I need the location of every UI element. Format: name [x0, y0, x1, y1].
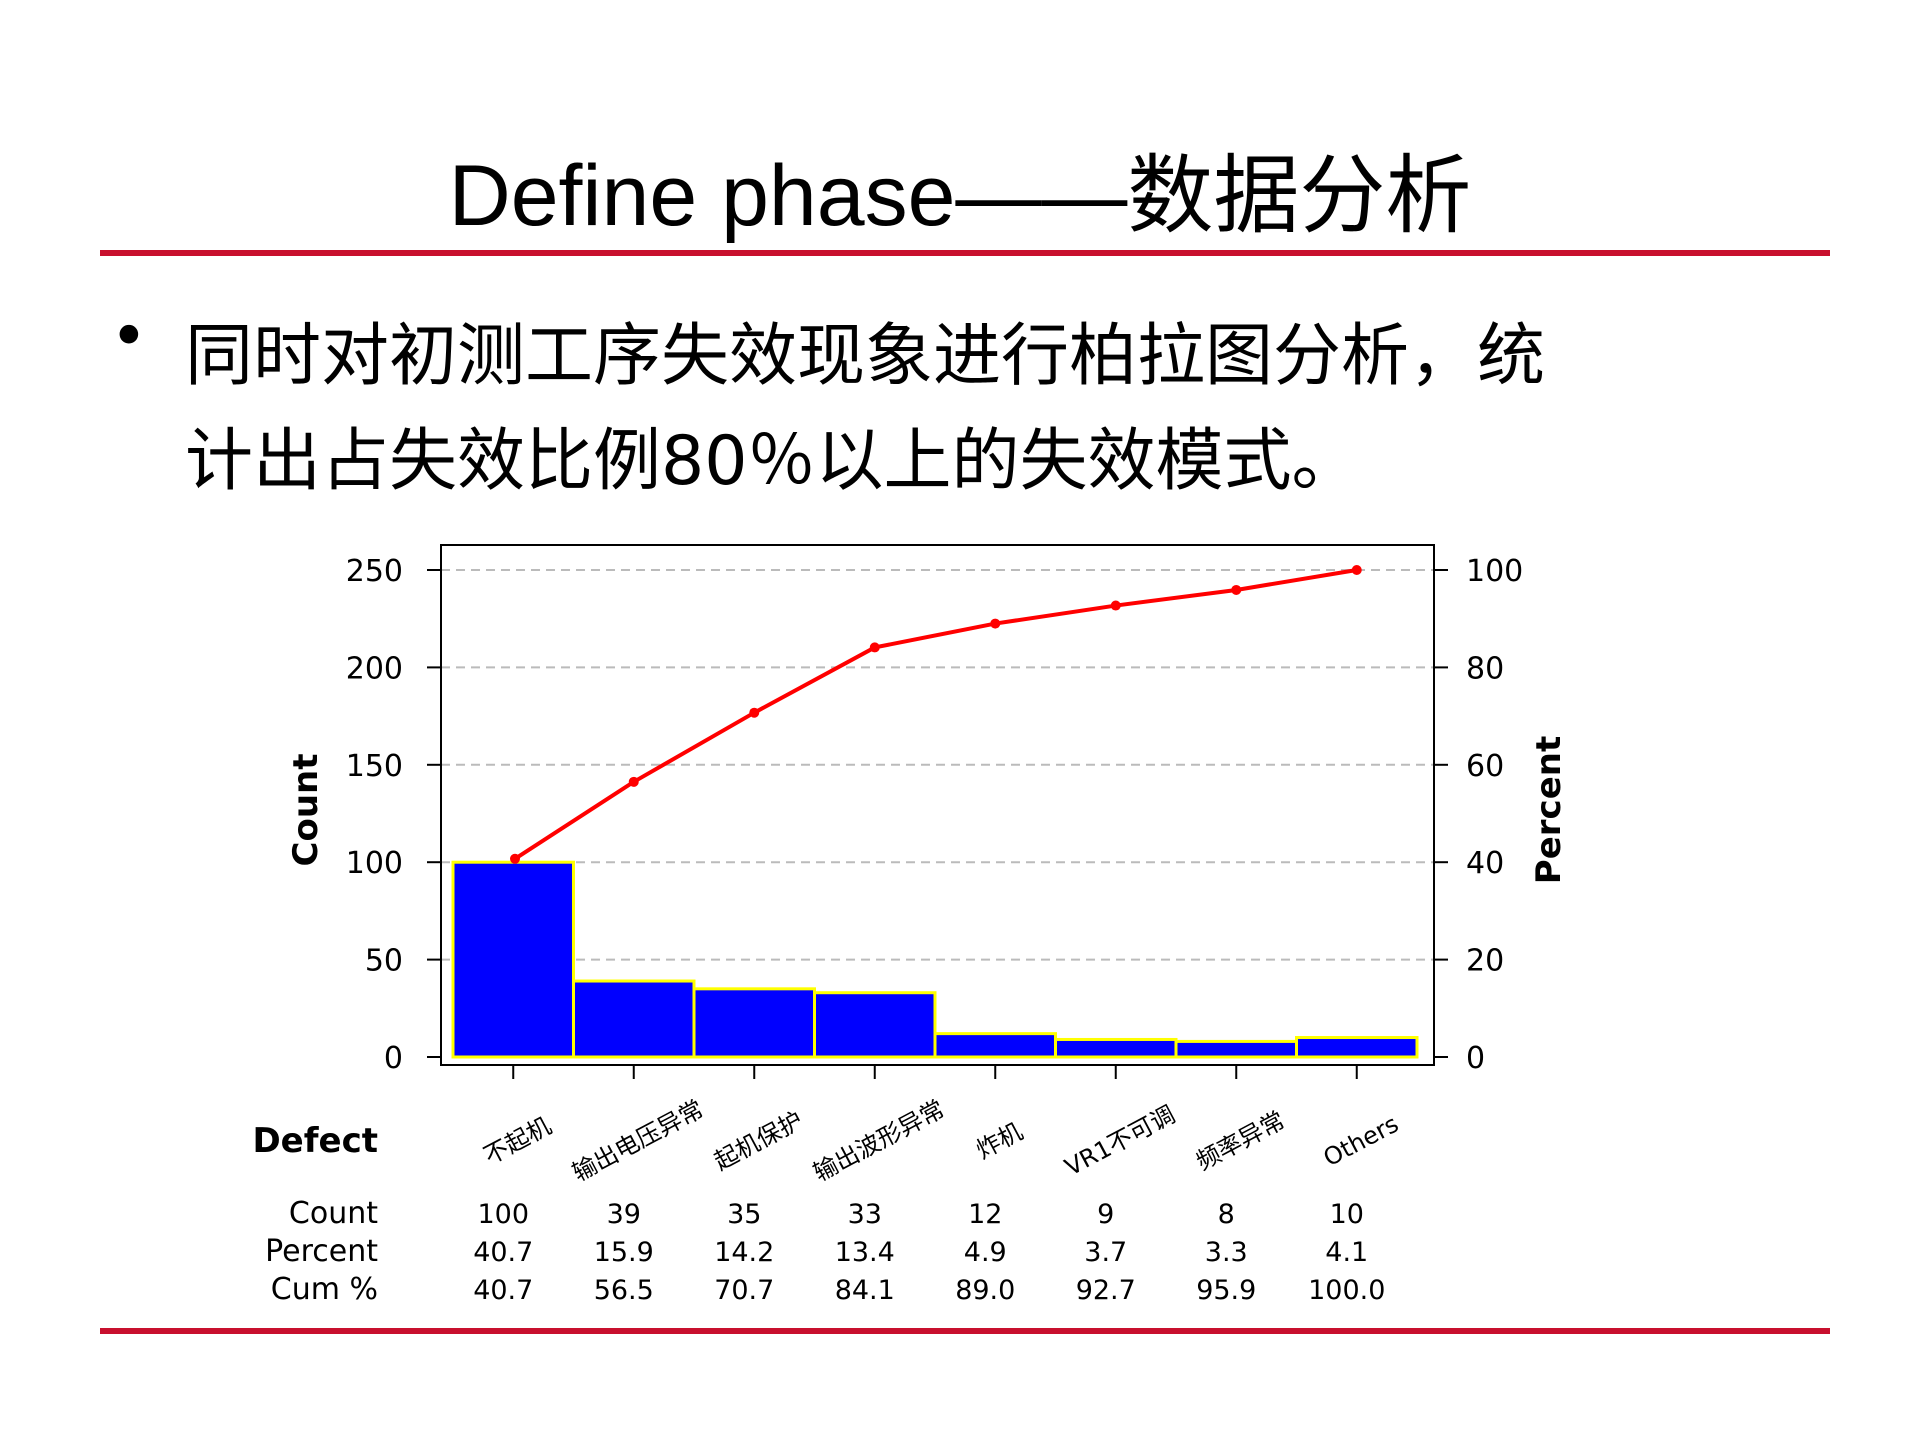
table-row-label: Cum % — [271, 1272, 378, 1307]
bar — [692, 987, 816, 1059]
category-labels: 不起机 输出电压异常 起机保护 输出波形异常 炸机 VR1不可调 频率异常 Others — [479, 1095, 1403, 1187]
bar — [1054, 1037, 1178, 1059]
cumulative-point — [749, 707, 760, 718]
y-tick-label: 0 — [384, 1041, 403, 1076]
table-cell: 56.5 — [594, 1275, 654, 1306]
table-row-label: Percent — [265, 1234, 378, 1269]
slide-title: Define phase——数据分析 — [448, 148, 1472, 244]
table-cell: 3.3 — [1205, 1237, 1248, 1268]
table-cell: 70.7 — [714, 1275, 774, 1306]
table-cell: 39 — [607, 1199, 641, 1230]
table-cell: 33 — [848, 1199, 882, 1230]
table-cell: 3.7 — [1084, 1237, 1127, 1268]
table-cell: 8 — [1218, 1199, 1235, 1230]
bar — [1174, 1039, 1298, 1059]
bar — [813, 991, 937, 1059]
y2-tick-label: 80 — [1466, 651, 1504, 686]
table-cell: 40.7 — [473, 1275, 533, 1306]
table-cell: 35 — [727, 1199, 761, 1230]
title-divider — [100, 250, 1830, 256]
table-cell: 14.2 — [714, 1237, 774, 1268]
bar — [451, 860, 575, 1059]
y2-tick-label: 60 — [1466, 749, 1504, 784]
y2-tick-label: 100 — [1466, 554, 1523, 589]
category-label: Others — [1319, 1110, 1403, 1173]
bullet-dot: • — [110, 300, 148, 374]
table-cell: 89.0 — [955, 1275, 1015, 1306]
cumulative-point — [628, 776, 639, 787]
y-tick-label: 100 — [346, 846, 403, 881]
y-tick-label: 50 — [365, 944, 403, 979]
y-tick-label: 250 — [346, 554, 403, 589]
axes: 0 50 100 150 200 250 0 20 40 60 80 100 — [346, 554, 1523, 1079]
table-cell: 4.1 — [1325, 1237, 1368, 1268]
y2-axis-label: Percent — [1529, 736, 1569, 884]
cumulative-point — [1231, 584, 1242, 595]
bar — [1295, 1036, 1419, 1059]
category-label: 输出波形异常 — [809, 1095, 949, 1187]
bullet-text-line-1: 同时对初测工序失效现象进行柏拉图分析，统 — [185, 317, 1546, 396]
cumulative-point — [1110, 600, 1121, 611]
table-cell: 84.1 — [835, 1275, 895, 1306]
table-row-label: Count — [289, 1196, 378, 1231]
y-tick-label: 150 — [346, 749, 403, 784]
cumulative-point — [990, 618, 1001, 629]
category-label: 炸机 — [972, 1117, 1028, 1164]
table-cell: 12 — [968, 1199, 1002, 1230]
bullet-text-line-2: 计出占失效比例80％以上的失效模式。 — [185, 422, 1360, 501]
cumulative-line — [510, 565, 1362, 864]
y-tick-label: 200 — [346, 651, 403, 686]
table-cell: 100 — [477, 1199, 529, 1230]
table-cell: 15.9 — [594, 1237, 654, 1268]
cumulative-point — [869, 642, 880, 653]
table-cell: 13.4 — [835, 1237, 895, 1268]
category-label: VR1不可调 — [1060, 1100, 1179, 1181]
plot-frame — [440, 544, 1435, 1066]
table-header-defect: Defect — [252, 1121, 378, 1161]
grid-lines — [441, 569, 1434, 961]
y2-tick-label: 40 — [1466, 846, 1504, 881]
table-cell: 100.0 — [1308, 1275, 1385, 1306]
y-axis-label: Count — [286, 754, 326, 867]
bar — [572, 979, 696, 1059]
table-cell: 4.9 — [964, 1237, 1007, 1268]
cumulative-percent-line — [513, 568, 1358, 861]
data-table: Count 100 39 35 33 12 9 8 10 Percent 40.7 15.9 14.2 1… — [265, 1196, 1385, 1307]
footer-divider — [100, 1328, 1830, 1334]
cumulative-point — [510, 853, 520, 864]
cumulative-point — [1351, 565, 1362, 575]
y2-tick-label: 20 — [1466, 944, 1504, 979]
y2-tick-label: 0 — [1466, 1041, 1485, 1076]
category-label: 起机保护 — [710, 1106, 808, 1176]
bars — [451, 860, 1419, 1059]
category-label: 频率异常 — [1192, 1106, 1290, 1176]
category-label: 不起机 — [479, 1112, 556, 1171]
bar — [933, 1032, 1057, 1059]
table-cell: 92.7 — [1076, 1275, 1136, 1306]
category-label: 输出电压异常 — [568, 1095, 708, 1187]
table-cell: 40.7 — [473, 1237, 533, 1268]
table-cell: 95.9 — [1196, 1275, 1256, 1306]
table-cell: 10 — [1330, 1199, 1364, 1230]
table-cell: 9 — [1097, 1199, 1114, 1230]
